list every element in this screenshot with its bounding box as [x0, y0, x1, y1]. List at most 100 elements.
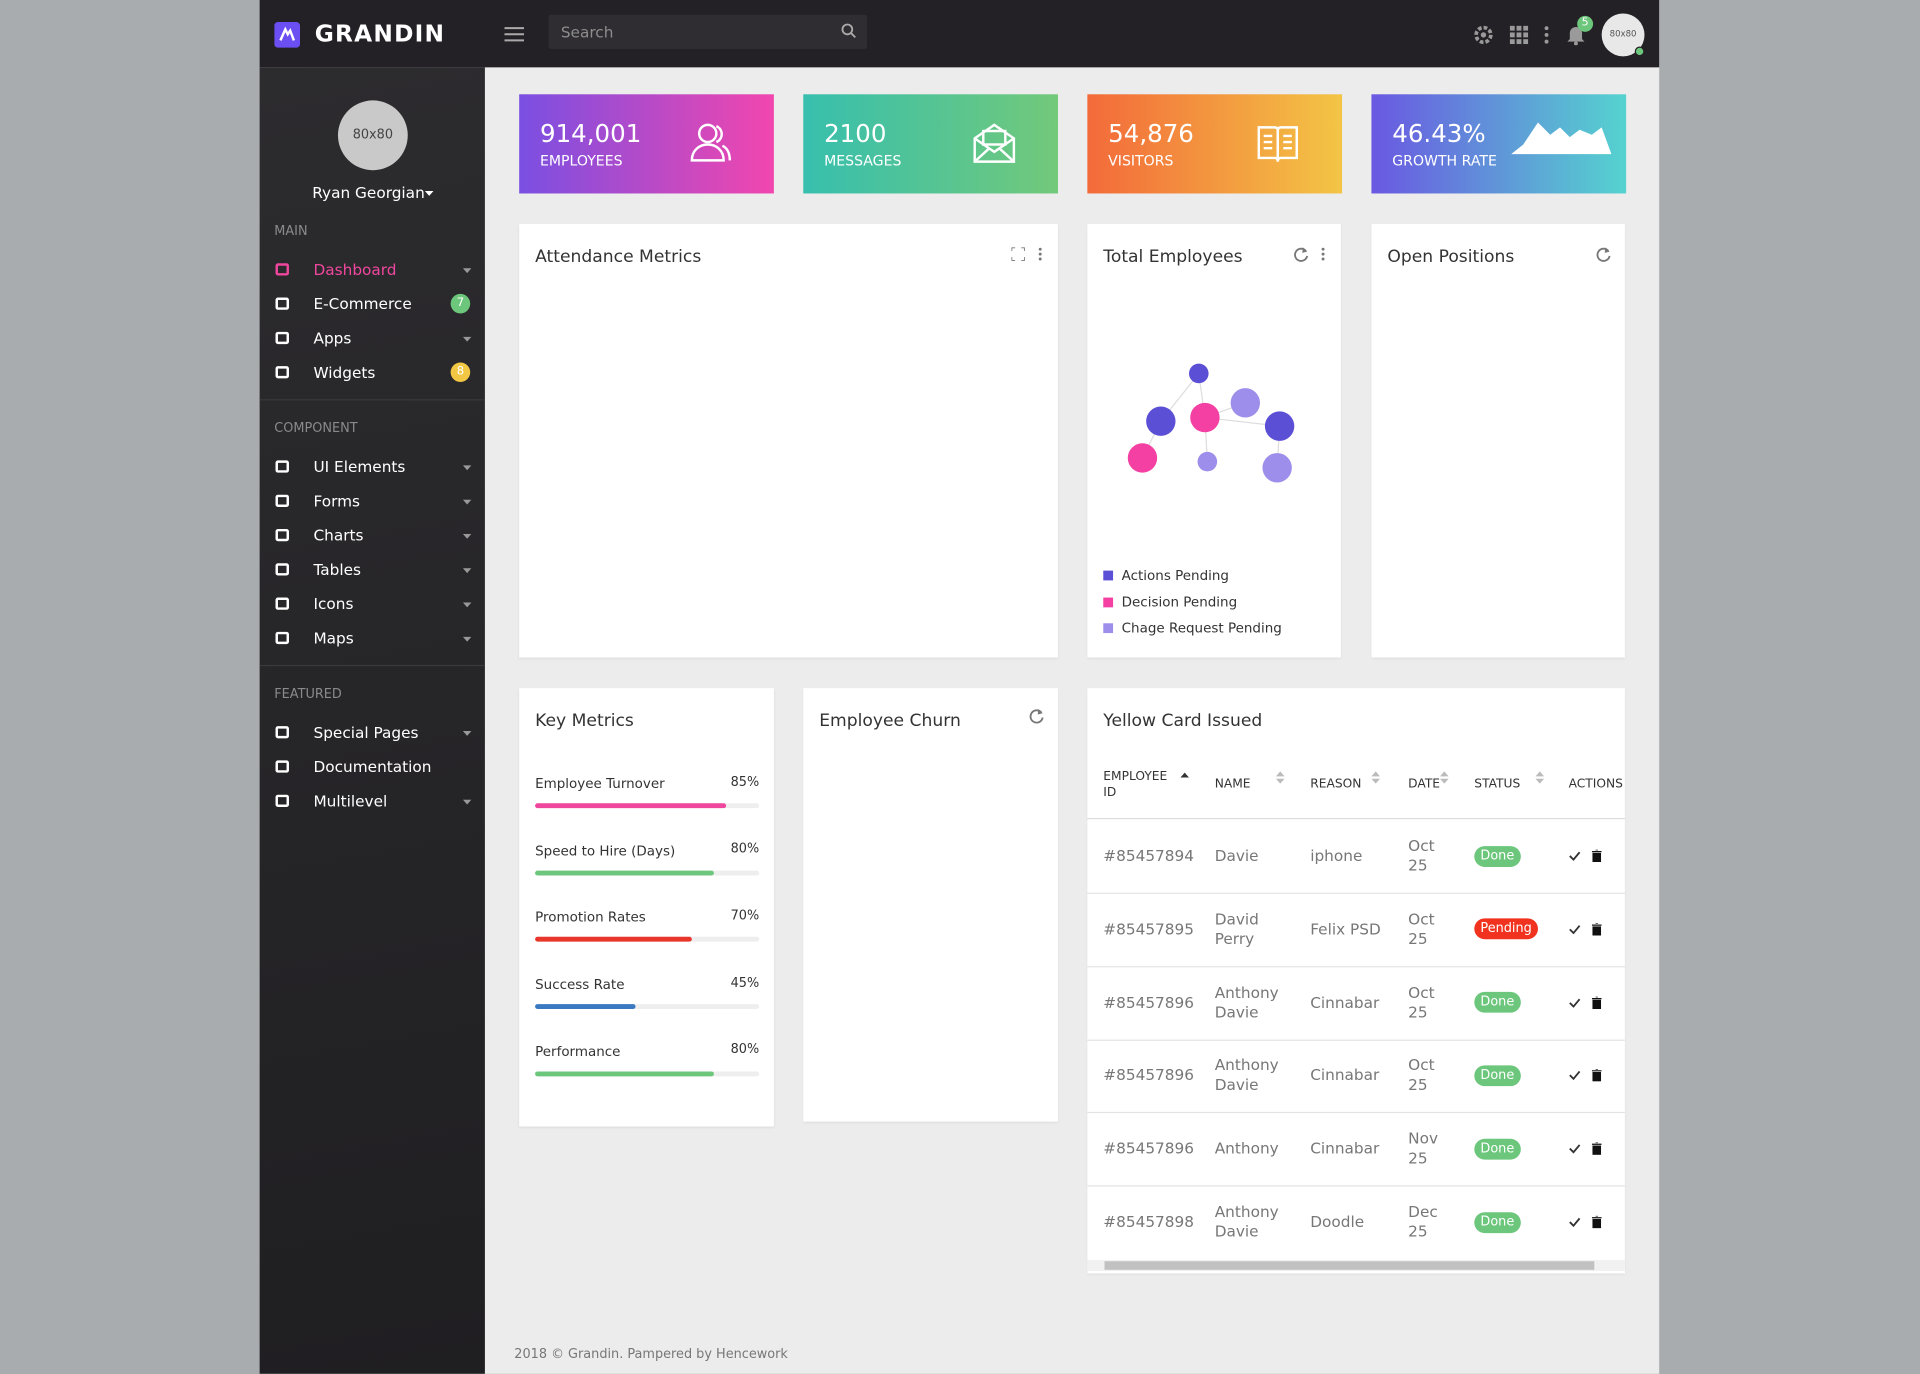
menu-badge: 7 — [450, 293, 471, 314]
sort-icon[interactable] — [1440, 771, 1449, 784]
sort-icon[interactable] — [1535, 771, 1545, 784]
caret — [462, 799, 472, 805]
status-pill: Done — [1474, 1211, 1521, 1233]
menu-item[interactable]: Charts — [313, 525, 364, 545]
column-header[interactable]: REASON — [1310, 777, 1362, 792]
menu-item[interactable]: Documentation — [313, 757, 432, 776]
menu-icon — [275, 494, 289, 507]
search-placeholder[interactable]: Search — [560, 22, 614, 42]
employee-name: David Perry — [1214, 909, 1259, 948]
menu-item[interactable]: Tables — [313, 560, 362, 579]
row-divider — [1087, 892, 1625, 894]
progress-track — [535, 1004, 760, 1010]
menu-toggle[interactable] — [504, 27, 525, 42]
employee-churn-card: Employee Churn — [803, 688, 1058, 1122]
avatar-text: 80x80 — [1609, 29, 1637, 40]
delete-icon[interactable] — [1591, 1142, 1602, 1155]
expand-icon[interactable] — [1011, 247, 1025, 261]
refresh-icon[interactable] — [1293, 246, 1309, 262]
delete-icon[interactable] — [1591, 1215, 1602, 1229]
caret — [462, 465, 472, 471]
sort-icon[interactable] — [1180, 771, 1189, 783]
legend-swatch — [1103, 623, 1114, 634]
menu-item[interactable]: Multilevel — [313, 791, 388, 811]
status-pill: Pending — [1474, 918, 1538, 940]
stat-card — [1087, 94, 1343, 194]
menu-icon — [275, 563, 289, 576]
menu-item[interactable]: Maps — [313, 628, 354, 648]
row-divider — [1087, 1185, 1625, 1187]
menu-item[interactable]: UI Elements — [313, 457, 406, 476]
metric-label: Success Rate — [535, 976, 625, 993]
date: Dec 25 — [1408, 1202, 1438, 1241]
sort-icon[interactable] — [1275, 771, 1285, 784]
more-icon[interactable] — [1321, 247, 1325, 261]
approve-icon[interactable] — [1569, 924, 1581, 935]
logo-icon — [274, 22, 301, 48]
key-metrics-card: Key Metrics Employee Turnover 85% Speed to … — [519, 688, 774, 1127]
card-title: Yellow Card Issued — [1103, 711, 1263, 732]
sidebar-avatar[interactable] — [337, 100, 408, 171]
progress-bar — [535, 803, 726, 809]
settings-icon[interactable] — [1473, 24, 1494, 45]
menu-item[interactable]: Apps — [313, 328, 352, 348]
employee-id: #85457896 — [1103, 1065, 1195, 1085]
user-name[interactable]: Ryan Georgian — [312, 183, 425, 202]
online-dot — [1634, 46, 1645, 57]
employee-name: Anthony Davie — [1214, 1055, 1279, 1094]
growth-mountains — [1511, 122, 1612, 155]
status-pill: Done — [1474, 1138, 1521, 1160]
stat-value: 46.43% — [1392, 118, 1486, 149]
messages-icon — [973, 123, 1016, 163]
column-header[interactable]: ACTIONS — [1568, 777, 1623, 792]
stat-label: GROWTH RATE — [1392, 151, 1497, 169]
employee-name: Anthony Davie — [1214, 982, 1279, 1021]
metric-label: Promotion Rates — [535, 909, 646, 926]
avatar-text: 80x80 — [352, 127, 394, 143]
menu-icon — [275, 460, 289, 473]
approve-icon[interactable] — [1569, 851, 1581, 861]
approve-icon[interactable] — [1569, 1071, 1581, 1081]
menu-item[interactable]: Special Pages — [313, 723, 419, 742]
column-header[interactable]: DATE — [1408, 777, 1441, 792]
approve-icon[interactable] — [1569, 1217, 1581, 1227]
employee-id: #85457894 — [1103, 846, 1195, 865]
more-icon[interactable] — [1544, 26, 1549, 44]
approve-icon[interactable] — [1569, 997, 1581, 1008]
sort-icon[interactable] — [1371, 771, 1381, 784]
column-header[interactable]: EMPLOYEE ID — [1103, 770, 1168, 800]
menu-item[interactable]: E-Commerce — [313, 294, 412, 313]
metric-value: 45% — [730, 975, 760, 991]
delete-icon[interactable] — [1591, 996, 1602, 1009]
date: Nov 25 — [1408, 1129, 1439, 1168]
reason: Doodle — [1310, 1212, 1365, 1231]
menu-icon — [275, 331, 289, 345]
menu-icon — [275, 631, 289, 645]
more-icon[interactable] — [1038, 247, 1042, 261]
search-box[interactable] — [548, 14, 867, 49]
legend-label: Chage Request Pending — [1121, 620, 1282, 637]
delete-icon[interactable] — [1591, 1069, 1602, 1082]
reason: Cinnabar — [1310, 1139, 1380, 1158]
refresh-icon[interactable] — [1596, 246, 1612, 262]
approve-icon[interactable] — [1569, 1144, 1581, 1154]
section-title: FEATURED — [274, 686, 342, 702]
column-header[interactable]: NAME — [1214, 777, 1251, 792]
apps-icon[interactable] — [1509, 25, 1529, 45]
delete-icon[interactable] — [1591, 923, 1602, 936]
menu-item[interactable]: Widgets — [313, 363, 376, 382]
refresh-icon[interactable] — [1029, 708, 1045, 724]
metric-label: Employee Turnover — [535, 775, 665, 792]
open-positions-card: Open Positions — [1371, 224, 1625, 658]
menu-icon — [275, 794, 289, 807]
menu-item[interactable]: Forms — [313, 491, 361, 511]
column-header[interactable]: STATUS — [1474, 777, 1521, 792]
menu-item[interactable]: Dashboard — [313, 260, 397, 279]
scroll-thumb[interactable] — [1104, 1261, 1595, 1270]
caret — [462, 602, 472, 608]
date: Oct 25 — [1408, 1055, 1435, 1094]
delete-icon[interactable] — [1591, 849, 1602, 863]
menu-item[interactable]: Icons — [313, 594, 354, 613]
employee-id: #85457895 — [1103, 919, 1195, 938]
search-icon[interactable] — [841, 23, 856, 38]
